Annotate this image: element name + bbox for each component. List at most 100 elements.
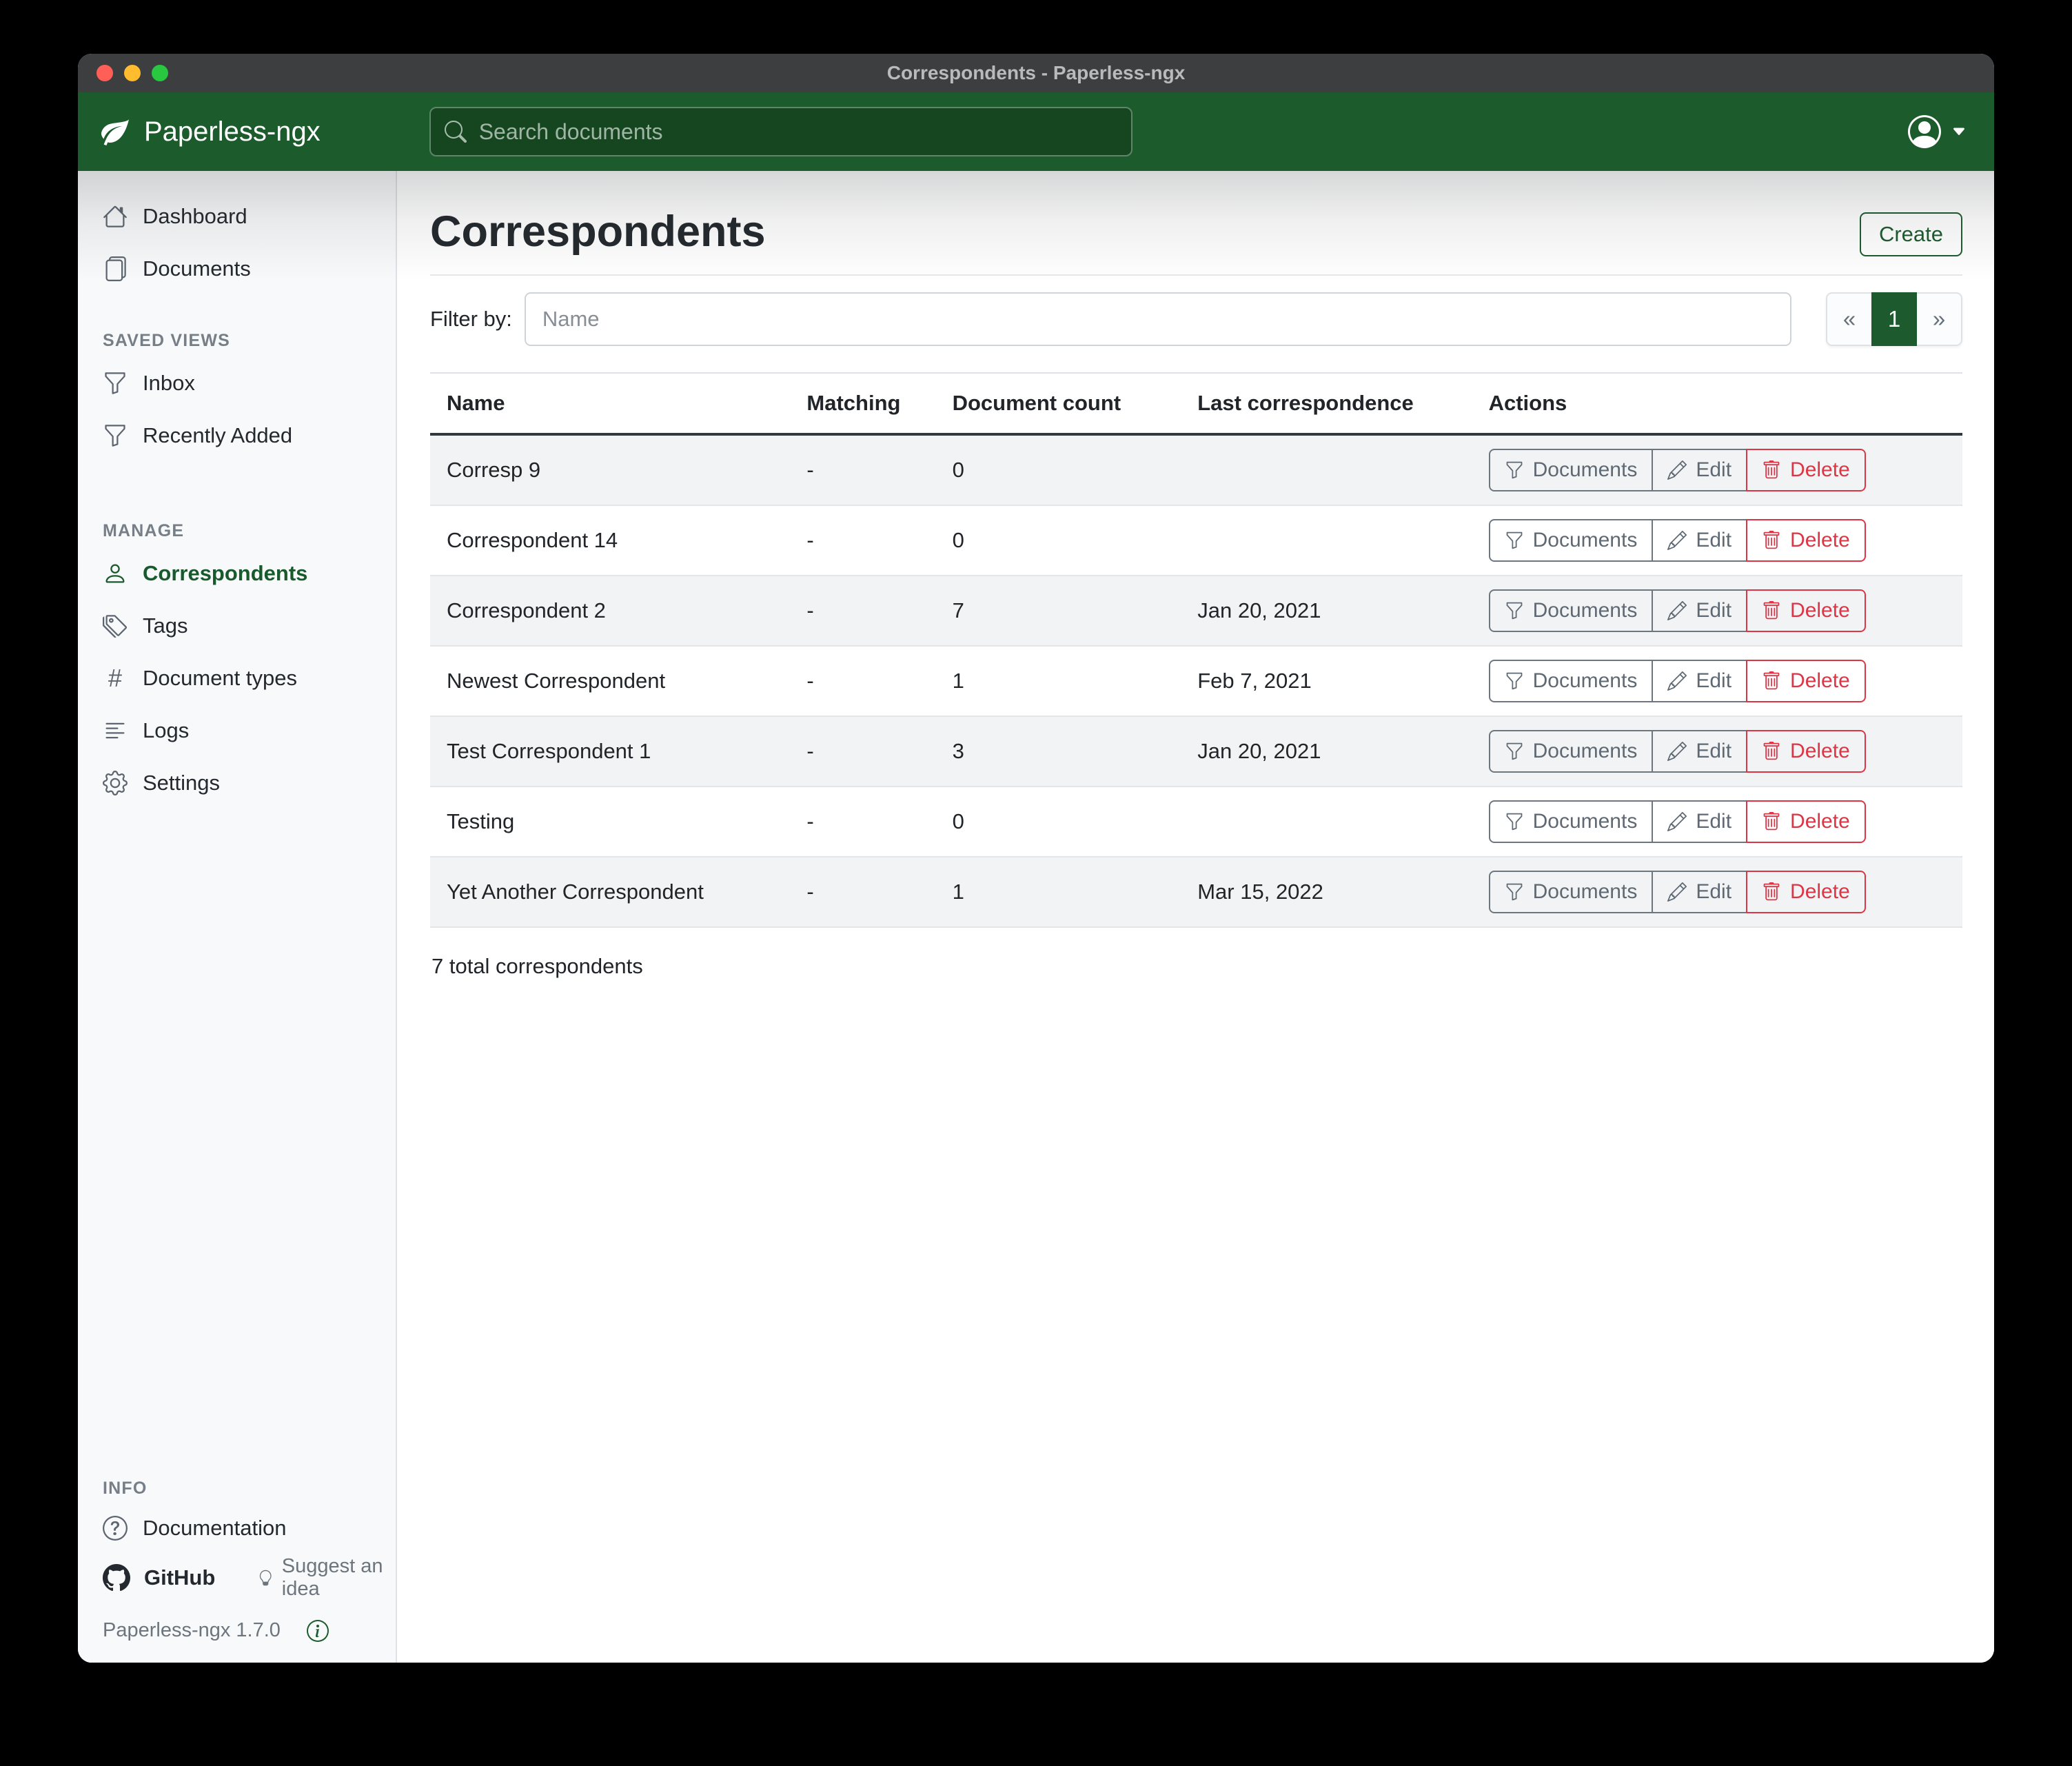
edit-button[interactable]: Edit	[1652, 660, 1748, 702]
github-link[interactable]: GitHub	[103, 1552, 215, 1604]
documents-button[interactable]: Documents	[1488, 449, 1654, 491]
suggest-idea-label: Suggest an idea	[281, 1555, 383, 1600]
tags-icon	[103, 615, 128, 638]
documents-button[interactable]: Documents	[1488, 519, 1654, 562]
correspondents-table: Name Matching Document count Last corres…	[430, 372, 1962, 928]
sidebar-links-row: GitHub Suggest an idea	[78, 1552, 396, 1604]
sidebar-item-document-types[interactable]: # Document types	[78, 652, 396, 704]
documents-button[interactable]: Documents	[1488, 589, 1654, 632]
delete-button[interactable]: Delete	[1746, 519, 1866, 562]
documents-button[interactable]: Documents	[1488, 800, 1654, 843]
sidebar-item-label: Inbox	[143, 371, 195, 395]
pencil-icon	[1667, 460, 1687, 480]
documents-button[interactable]: Documents	[1488, 730, 1654, 773]
edit-button[interactable]: Edit	[1652, 519, 1748, 562]
sidebar-item-recently-added[interactable]: Recently Added	[78, 409, 396, 462]
sidebar-item-settings[interactable]: Settings	[78, 757, 396, 809]
delete-button[interactable]: Delete	[1746, 871, 1866, 913]
minimize-button[interactable]	[124, 65, 141, 81]
documents-button[interactable]: Documents	[1488, 871, 1654, 913]
funnel-icon	[1506, 531, 1522, 549]
pencil-icon	[1667, 671, 1687, 691]
documents-button[interactable]: Documents	[1488, 660, 1654, 702]
cell-document-count: 7	[935, 575, 1181, 646]
sidebar-item-correspondents[interactable]: Correspondents	[78, 547, 396, 600]
pagination-prev-button[interactable]: «	[1826, 292, 1871, 346]
cell-matching: -	[790, 786, 936, 857]
funnel-icon	[1506, 813, 1522, 831]
sidebar-item-logs[interactable]: Logs	[78, 704, 396, 757]
sidebar-item-documents[interactable]: Documents	[78, 243, 396, 295]
pagination-next-button[interactable]: »	[1917, 292, 1962, 346]
trash-icon	[1763, 742, 1780, 760]
window-title: Correspondents - Paperless-ngx	[886, 62, 1186, 83]
search-box	[429, 107, 1133, 156]
edit-button[interactable]: Edit	[1652, 871, 1748, 913]
column-header-name: Name	[430, 372, 791, 436]
sidebar-item-label: Tags	[143, 613, 188, 638]
search-icon	[444, 121, 467, 143]
table-row: Test Correspondent 1 - 3 Jan 20, 2021 Do…	[430, 715, 1962, 786]
trash-icon	[1763, 812, 1780, 831]
sidebar-item-label: Logs	[143, 718, 190, 742]
sidebar-item-label: Documents	[143, 256, 251, 281]
suggest-idea-link[interactable]: Suggest an idea	[258, 1555, 383, 1601]
cell-name: Correspondent 14	[430, 505, 791, 576]
table-row: Corresp 9 - 0 Documents Edit Delete	[430, 434, 1962, 505]
edit-button[interactable]: Edit	[1652, 730, 1748, 773]
brand[interactable]: Paperless-ngx	[99, 115, 321, 148]
table-header-row: Name Matching Document count Last corres…	[430, 372, 1962, 436]
cell-name: Test Correspondent 1	[430, 715, 791, 786]
zoom-button[interactable]	[152, 65, 168, 81]
sidebar-item-label: Recently Added	[143, 423, 293, 447]
create-button[interactable]: Create	[1859, 212, 1962, 256]
total-count: 7 total correspondents	[431, 954, 643, 978]
cell-document-count: 0	[952, 458, 964, 482]
search-input[interactable]	[477, 118, 1117, 145]
sidebar-item-inbox[interactable]: Inbox	[78, 357, 396, 409]
cell-document-count: 3	[935, 715, 1181, 786]
delete-button[interactable]: Delete	[1746, 449, 1866, 491]
funnel-icon	[1506, 602, 1522, 620]
header-divider	[430, 274, 1962, 276]
cell-document-count: 0	[935, 505, 1181, 576]
cell-matching: -	[790, 575, 936, 646]
info-circle-icon[interactable]	[306, 1619, 329, 1642]
delete-button[interactable]: Delete	[1746, 589, 1866, 632]
main-panel: Correspondents Create Filter by: « 1 »	[397, 171, 1994, 1663]
saved-views-header: SAVED VIEWS	[103, 331, 230, 350]
delete-button[interactable]: Delete	[1746, 800, 1866, 843]
pagination-page-1[interactable]: 1	[1871, 292, 1917, 346]
hash-icon: #	[108, 664, 123, 692]
cell-document-count: 0	[935, 786, 1181, 857]
filter-label: Filter by:	[430, 307, 512, 331]
cell-name: Yet Another Correspondent	[430, 856, 791, 928]
cell-actions: Documents Edit Delete	[1472, 645, 1962, 716]
sidebar-item-label: Dashboard	[143, 204, 247, 228]
files-icon	[105, 256, 126, 281]
delete-button[interactable]: Delete	[1746, 660, 1866, 702]
user-avatar-icon	[1908, 115, 1941, 148]
filter-name-input[interactable]	[524, 292, 1791, 346]
sidebar-item-documentation[interactable]: Documentation	[78, 1505, 396, 1552]
table-body: Corresp 9 - 0 Documents Edit Delete Corr…	[430, 434, 1962, 928]
edit-button[interactable]: Edit	[1652, 589, 1748, 632]
pencil-icon	[1667, 742, 1687, 761]
cell-last-correspondence	[1181, 505, 1472, 576]
pagination: « 1 »	[1826, 292, 1962, 346]
close-button[interactable]	[97, 65, 113, 81]
sidebar-item-tags[interactable]: Tags	[78, 600, 396, 652]
cell-document-count: 1	[935, 856, 1181, 928]
brand-label: Paperless-ngx	[144, 116, 321, 147]
user-menu[interactable]	[1908, 115, 1971, 148]
sidebar-item-dashboard[interactable]: Dashboard	[78, 190, 396, 243]
edit-button[interactable]: Edit	[1652, 449, 1748, 491]
version-row: Paperless-ngx 1.7.0	[78, 1619, 396, 1642]
delete-button[interactable]: Delete	[1746, 730, 1866, 773]
cell-actions: Documents Edit Delete	[1472, 505, 1962, 576]
column-header-actions: Actions	[1472, 372, 1962, 436]
app-window: Correspondents - Paperless-ngx Paperless…	[78, 54, 1994, 1663]
table-row: Testing - 0 Documents Edit Delete	[430, 786, 1962, 857]
edit-button[interactable]: Edit	[1652, 800, 1748, 843]
cell-last-correspondence: Jan 20, 2021	[1181, 715, 1472, 786]
